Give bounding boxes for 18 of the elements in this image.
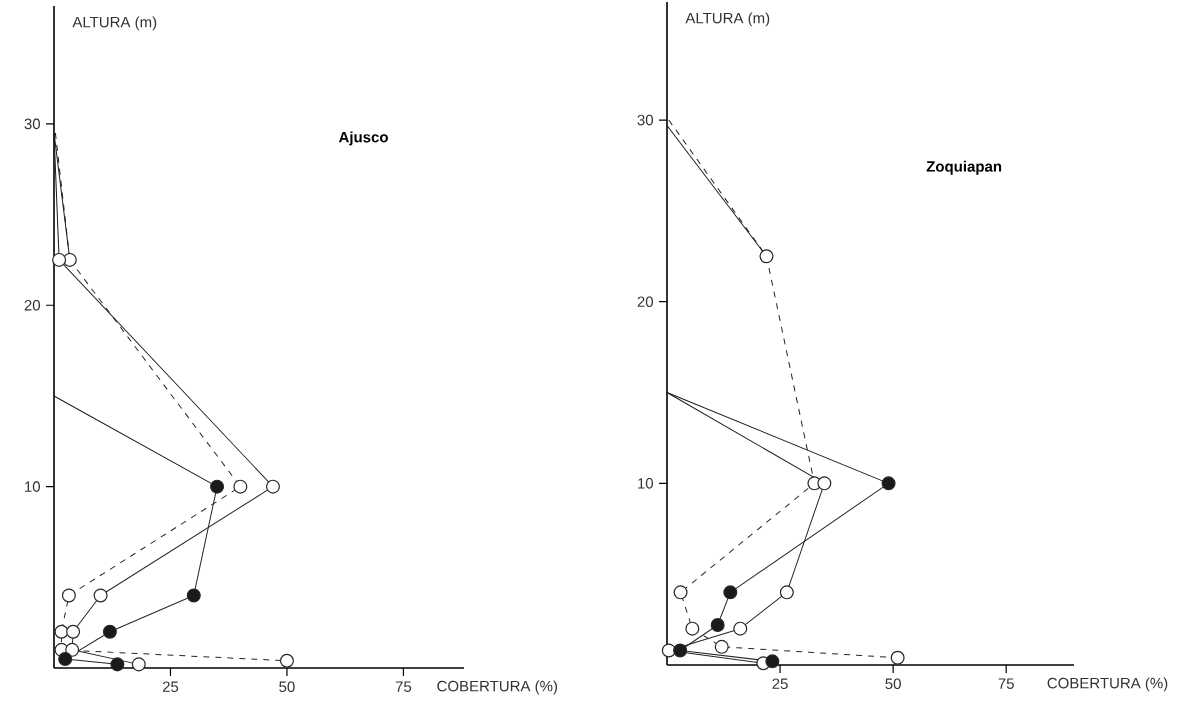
x-axis-title: COBERTURA (%) <box>1047 677 1168 692</box>
x-tick-label: 25 <box>162 681 179 693</box>
x-tick-label: 50 <box>279 681 295 693</box>
x-tick-label: 75 <box>998 678 1014 689</box>
x-tick-label: 25 <box>772 678 788 690</box>
y-tick-label: 30 <box>24 118 40 130</box>
x-tick-label: 75 <box>395 681 412 692</box>
y-tick-label: 10 <box>638 478 654 489</box>
y-tick-label: 20 <box>24 299 40 311</box>
y-tick-label: 10 <box>25 481 40 492</box>
text: Zoquiapan <box>926 160 1002 175</box>
y-tick-label: 30 <box>637 114 654 126</box>
x-axis-title: COBERTURA (%) <box>437 680 558 695</box>
text: Ajusco <box>338 131 388 146</box>
y-axis-title: ALTURA (m) <box>72 16 157 31</box>
x-tick-label: 50 <box>885 678 901 690</box>
y-axis-title: ALTURA (m) <box>685 12 770 27</box>
y-tick-label: 20 <box>637 296 654 308</box>
